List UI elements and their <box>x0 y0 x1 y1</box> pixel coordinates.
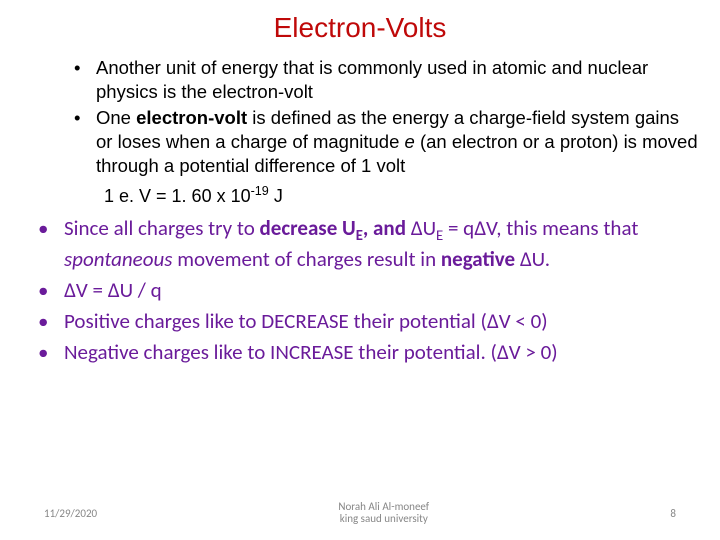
bullet-decrease-ue: Since all charges try to decrease UE, an… <box>38 215 698 273</box>
bullet-formula: ∆V = ∆U / q <box>38 277 698 304</box>
p4c: V > 0) <box>509 339 558 365</box>
footer-author: Norah Ali Al-moneef king saud university <box>338 501 429 526</box>
p4a: Negative charges like to INCREASE their … <box>64 339 497 365</box>
eq-lhs: 1 e. V = 1. 60 x 10 <box>104 186 251 206</box>
p3a: Positive charges like to DECREASE their … <box>64 308 487 334</box>
slide-title: Electron-Volts <box>22 12 698 44</box>
p4b: ∆ <box>497 339 509 365</box>
eq-unit: J <box>269 186 283 206</box>
t6: movement of charges result in <box>172 246 440 272</box>
bullet-ev-definition: One electron-volt is defined as the ener… <box>74 106 698 178</box>
eq-exponent: -19 <box>251 184 269 198</box>
p3c: V < 0) <box>499 308 548 334</box>
term-electron-volt: electron-volt <box>136 107 247 128</box>
t7: negative <box>441 246 520 272</box>
p3b: ∆ <box>487 308 499 334</box>
footer-page-number: 8 <box>670 507 676 520</box>
equation-ev-joule: 1 e. V = 1. 60 x 10-19 J <box>22 184 698 207</box>
t4: this means that <box>502 215 639 241</box>
outer-bullet-list: Since all charges try to decrease UE, an… <box>22 215 698 366</box>
t5: spontaneous <box>64 246 172 272</box>
t3: ∆UE = q∆V, <box>411 215 502 241</box>
bullet-positive-charges: Positive charges like to DECREASE their … <box>38 308 698 335</box>
bullet-unit-description: Another unit of energy that is commonly … <box>74 56 698 104</box>
formula-text: ∆V = ∆U / q <box>64 277 162 303</box>
symbol-e: e <box>405 131 415 152</box>
bullet-negative-charges: Negative charges like to INCREASE their … <box>38 339 698 366</box>
t8: ∆U. <box>520 246 550 272</box>
footer-date: 11/29/2020 <box>44 507 97 520</box>
text-pre: One <box>96 107 136 128</box>
slide-footer: 11/29/2020 Norah Ali Al-moneef king saud… <box>0 501 720 526</box>
t2: decrease UE, and <box>260 215 411 241</box>
inner-bullet-list: Another unit of energy that is commonly … <box>22 56 698 178</box>
slide-container: Electron-Volts Another unit of energy th… <box>0 0 720 540</box>
t1: Since all charges try to <box>64 215 260 241</box>
author-affiliation: king saud university <box>338 513 429 526</box>
